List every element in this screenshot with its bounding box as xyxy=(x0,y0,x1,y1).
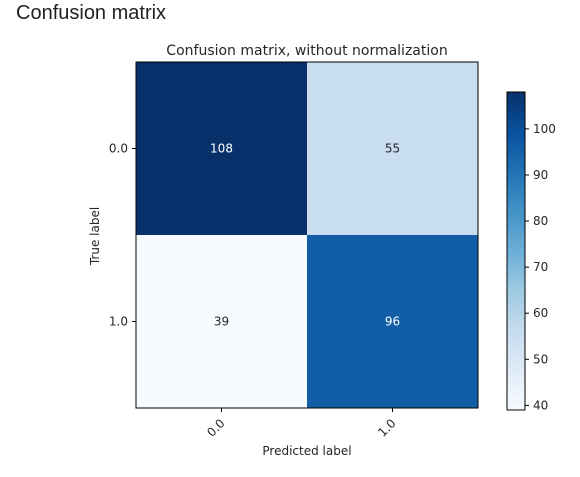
heatmap-cell xyxy=(136,235,307,408)
colorbar-tick-label: 50 xyxy=(533,352,548,366)
x-tick-label: 0.0 xyxy=(204,416,227,439)
heatmap-cell-labels: 108 55 39 96 xyxy=(210,142,400,329)
colorbar-tick-label: 90 xyxy=(533,168,548,182)
heatmap-cell xyxy=(307,235,478,408)
y-axis-ticks: 0.0 1.0 xyxy=(109,142,136,329)
colorbar-tick-label: 100 xyxy=(533,122,556,136)
colorbar-tick-label: 60 xyxy=(533,306,548,320)
cell-value-label: 108 xyxy=(210,142,233,156)
y-axis-label: True label xyxy=(88,207,102,266)
colorbar-tick-label: 40 xyxy=(533,398,548,412)
cell-value-label: 96 xyxy=(385,315,400,329)
x-tick-label: 1.0 xyxy=(375,416,398,439)
plot-frame xyxy=(135,61,479,409)
heatmap-cell xyxy=(307,62,478,235)
colorbar-ticks: 40 50 60 70 80 90 100 xyxy=(525,122,556,412)
y-tick-label: 0.0 xyxy=(109,142,128,156)
x-axis-ticks: 0.0 1.0 xyxy=(204,408,399,440)
cell-value-label: 39 xyxy=(214,315,229,329)
heatmap-cells xyxy=(136,62,478,408)
y-tick-label: 1.0 xyxy=(109,315,128,329)
heatmap-cell xyxy=(136,62,307,235)
x-axis-label: Predicted label xyxy=(262,444,351,458)
page-heading: Confusion matrix xyxy=(16,2,167,24)
colorbar xyxy=(506,91,526,411)
cell-value-label: 55 xyxy=(385,142,400,156)
colorbar-tick-label: 80 xyxy=(533,214,548,228)
chart-title: Confusion matrix, without normalization xyxy=(166,43,447,59)
colorbar-tick-label: 70 xyxy=(533,260,548,274)
